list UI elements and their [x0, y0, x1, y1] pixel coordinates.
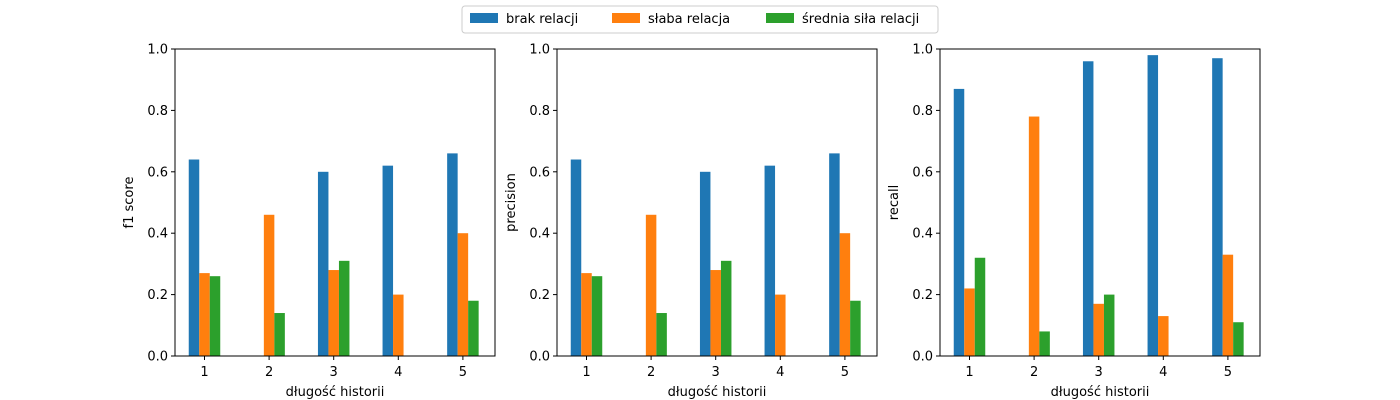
bar [1103, 294, 1115, 356]
legend-frame [461, 5, 939, 34]
bar [1028, 116, 1040, 356]
bar [188, 159, 200, 356]
y-tick-label: 0.4 [912, 227, 933, 242]
bar [447, 153, 458, 356]
x-tick-label: 3 [330, 365, 338, 380]
x-tick-label: 4 [394, 365, 402, 380]
legend-label: średnia siła relacji [802, 12, 919, 27]
bar [953, 88, 965, 356]
x-tick-label: 2 [647, 365, 655, 380]
legend-label: brak relacji [506, 12, 578, 27]
legend: brak relacji słaba relacja średnia siła re… [461, 5, 939, 34]
plot-frame [174, 48, 496, 357]
y-tick-label: 0.6 [912, 165, 933, 180]
bar [1082, 61, 1094, 356]
x-tick-label: 4 [776, 365, 784, 380]
x-tick-label: 1 [965, 365, 973, 380]
bar [656, 313, 667, 356]
y-tick-label: 0.0 [529, 350, 550, 365]
bar [457, 233, 469, 356]
bar [209, 276, 221, 356]
legend-label: słaba relacja [648, 12, 730, 27]
x-tick-label: 2 [265, 365, 273, 380]
x-tick-label: 2 [1030, 365, 1038, 380]
y-tick-label: 0.0 [147, 350, 168, 365]
legend-swatch [470, 13, 498, 23]
bar [829, 153, 840, 356]
y-axis-label: precision [504, 173, 519, 232]
bar [338, 260, 350, 356]
bar [591, 276, 603, 356]
y-tick-label: 1.0 [529, 43, 550, 58]
bar [581, 273, 592, 356]
x-tick-label: 5 [1224, 365, 1232, 380]
y-tick-label: 0.6 [147, 165, 168, 180]
bar [699, 171, 711, 356]
chart-panel: 0.0 0.2 0.4 0.6 0.8 1.0 1 2 3 4 5 długość historii f… [122, 43, 496, 400]
bar [645, 214, 657, 356]
y-tick-label: 0.2 [912, 288, 933, 303]
bar [710, 270, 721, 356]
legend-swatch [612, 13, 640, 23]
bar [274, 313, 285, 356]
bar [393, 294, 404, 356]
bar [317, 171, 329, 356]
bar [1039, 331, 1050, 356]
x-axis-label: długość historii [668, 385, 767, 400]
bar [775, 294, 786, 356]
bar [764, 165, 776, 356]
x-tick-label: 5 [841, 365, 849, 380]
y-axis-label: recall [887, 185, 902, 220]
x-tick-label: 4 [1159, 365, 1167, 380]
bar [1233, 322, 1244, 356]
bar [328, 270, 339, 356]
x-tick-label: 3 [712, 365, 720, 380]
x-tick-label: 1 [200, 365, 208, 380]
y-tick-label: 0.6 [529, 165, 550, 180]
y-axis-label: f1 score [122, 177, 137, 229]
legend-swatch [766, 13, 794, 23]
x-axis-label: długość historii [1051, 385, 1150, 400]
y-tick-label: 0.4 [147, 227, 168, 242]
y-tick-label: 0.8 [529, 104, 550, 119]
bar [570, 159, 582, 356]
x-tick-label: 1 [582, 365, 590, 380]
bar [850, 300, 861, 356]
bar [974, 257, 986, 356]
x-tick-label: 5 [459, 365, 467, 380]
bar [263, 214, 275, 356]
chart-panel: 0.0 0.2 0.4 0.6 0.8 1.0 1 2 3 4 5 długość historii r… [887, 43, 1261, 400]
bar [1158, 316, 1169, 356]
bar [1212, 58, 1223, 357]
y-tick-label: 1.0 [147, 43, 168, 58]
bar [964, 288, 975, 356]
y-tick-label: 1.0 [912, 43, 933, 58]
y-tick-label: 0.8 [147, 104, 168, 119]
plot-frame [556, 48, 878, 357]
chart-panel: 0.0 0.2 0.4 0.6 0.8 1.0 1 2 3 4 5 długość historii p… [504, 43, 878, 400]
plot-frame [939, 48, 1261, 357]
bar [1222, 254, 1234, 356]
x-tick-label: 3 [1095, 365, 1103, 380]
y-tick-label: 0.4 [529, 227, 550, 242]
bar [720, 260, 732, 356]
bar [199, 273, 210, 356]
y-tick-label: 0.8 [912, 104, 933, 119]
bar [1093, 303, 1104, 356]
bar [382, 165, 394, 356]
y-tick-label: 0.0 [912, 350, 933, 365]
y-tick-label: 0.2 [529, 288, 550, 303]
bar [1147, 55, 1159, 356]
bar [468, 300, 479, 356]
bar [839, 233, 851, 356]
y-tick-label: 0.2 [147, 288, 168, 303]
x-axis-label: długość historii [286, 385, 385, 400]
